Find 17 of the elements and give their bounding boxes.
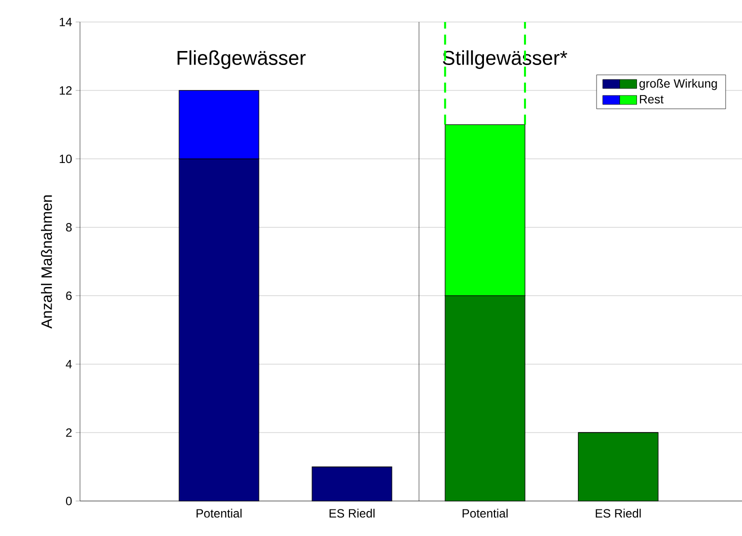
y-tick-label: 10 bbox=[60, 154, 72, 164]
y-tick-label: 2 bbox=[66, 428, 72, 437]
y-tick-label: 8 bbox=[66, 223, 72, 232]
y-tick-label: 12 bbox=[60, 86, 72, 95]
legend-label: Rest bbox=[640, 95, 664, 104]
text: Stillgewässer* bbox=[442, 50, 568, 69]
y-tick-label: 6 bbox=[66, 291, 72, 300]
x-tick-label: ES Riedl bbox=[596, 508, 641, 518]
x-tick-label: ES Riedl bbox=[330, 508, 374, 518]
x-tick-label: Potential bbox=[462, 508, 508, 518]
x-tick-label: Potential bbox=[196, 508, 242, 518]
y-tick-label: 0 bbox=[66, 496, 72, 506]
y-tick-label: 14 bbox=[60, 18, 72, 26]
y-tick-label: 4 bbox=[66, 360, 72, 368]
legend-label: große Wirkung bbox=[639, 78, 717, 90]
y-axis-title: Anzahl Maßnahmen bbox=[40, 195, 52, 329]
text: Fließgewässer bbox=[178, 50, 306, 69]
